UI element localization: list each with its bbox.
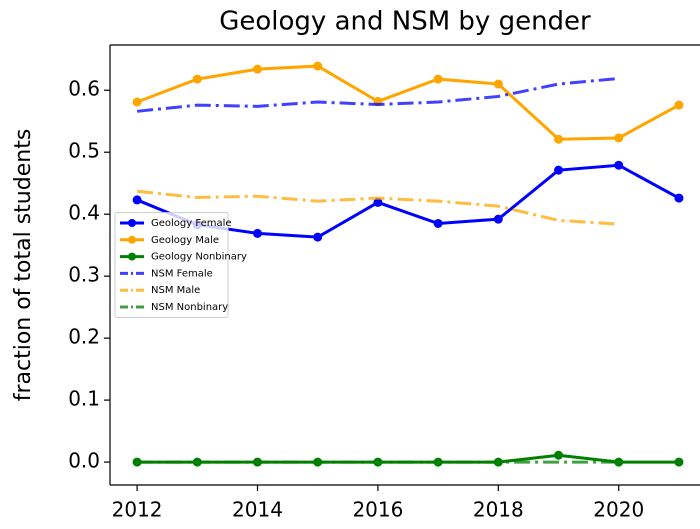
y-axis-label: fraction of total students bbox=[11, 129, 36, 402]
data-point bbox=[554, 134, 564, 144]
legend-label: NSM Male bbox=[151, 285, 200, 296]
y-tick-label: 0.2 bbox=[68, 325, 100, 349]
series-line bbox=[136, 76, 619, 113]
legend-label: Geology Nonbinary bbox=[151, 252, 247, 263]
data-point bbox=[373, 197, 383, 207]
series-line bbox=[136, 64, 680, 141]
data-point bbox=[132, 97, 142, 107]
data-point bbox=[313, 232, 323, 242]
data-point bbox=[313, 61, 323, 71]
data-point bbox=[674, 100, 684, 110]
x-tick-label: 2016 bbox=[352, 498, 403, 522]
y-tick-label: 0.0 bbox=[68, 449, 100, 473]
legend-marker bbox=[128, 235, 136, 244]
chart-title: Geology and NSM by gender bbox=[219, 7, 591, 37]
legend-marker bbox=[128, 219, 136, 227]
data-point bbox=[614, 457, 624, 467]
legend-label: NSM Nonbinary bbox=[151, 302, 228, 313]
x-tick-label: 2018 bbox=[473, 498, 524, 522]
data-point bbox=[493, 214, 503, 224]
x-tick-label: 2012 bbox=[112, 498, 163, 522]
data-point bbox=[433, 74, 443, 84]
data-point bbox=[132, 195, 142, 205]
y-tick-label: 0.4 bbox=[68, 201, 100, 225]
x-tick-label: 2014 bbox=[232, 498, 283, 522]
x-tick-label: 2020 bbox=[593, 498, 644, 522]
data-point bbox=[253, 228, 262, 238]
legend-label: Geology Male bbox=[151, 235, 219, 246]
data-point bbox=[493, 79, 503, 89]
data-point bbox=[554, 165, 564, 175]
y-tick-label: 0.5 bbox=[68, 139, 100, 163]
y-tick-label: 0.6 bbox=[68, 77, 100, 101]
legend-label: Geology Female bbox=[151, 218, 232, 229]
legend-label: NSM Female bbox=[151, 268, 213, 279]
data-point bbox=[614, 160, 624, 170]
data-point bbox=[192, 74, 202, 84]
data-point bbox=[433, 218, 443, 228]
data-point bbox=[674, 457, 684, 467]
y-tick-label: 0.1 bbox=[68, 387, 100, 411]
data-point bbox=[253, 64, 262, 74]
series-line bbox=[136, 189, 619, 226]
data-point bbox=[674, 193, 684, 203]
data-point bbox=[614, 133, 624, 143]
data-point bbox=[554, 450, 564, 460]
legend-marker bbox=[128, 252, 136, 261]
y-tick-label: 0.3 bbox=[68, 263, 100, 287]
